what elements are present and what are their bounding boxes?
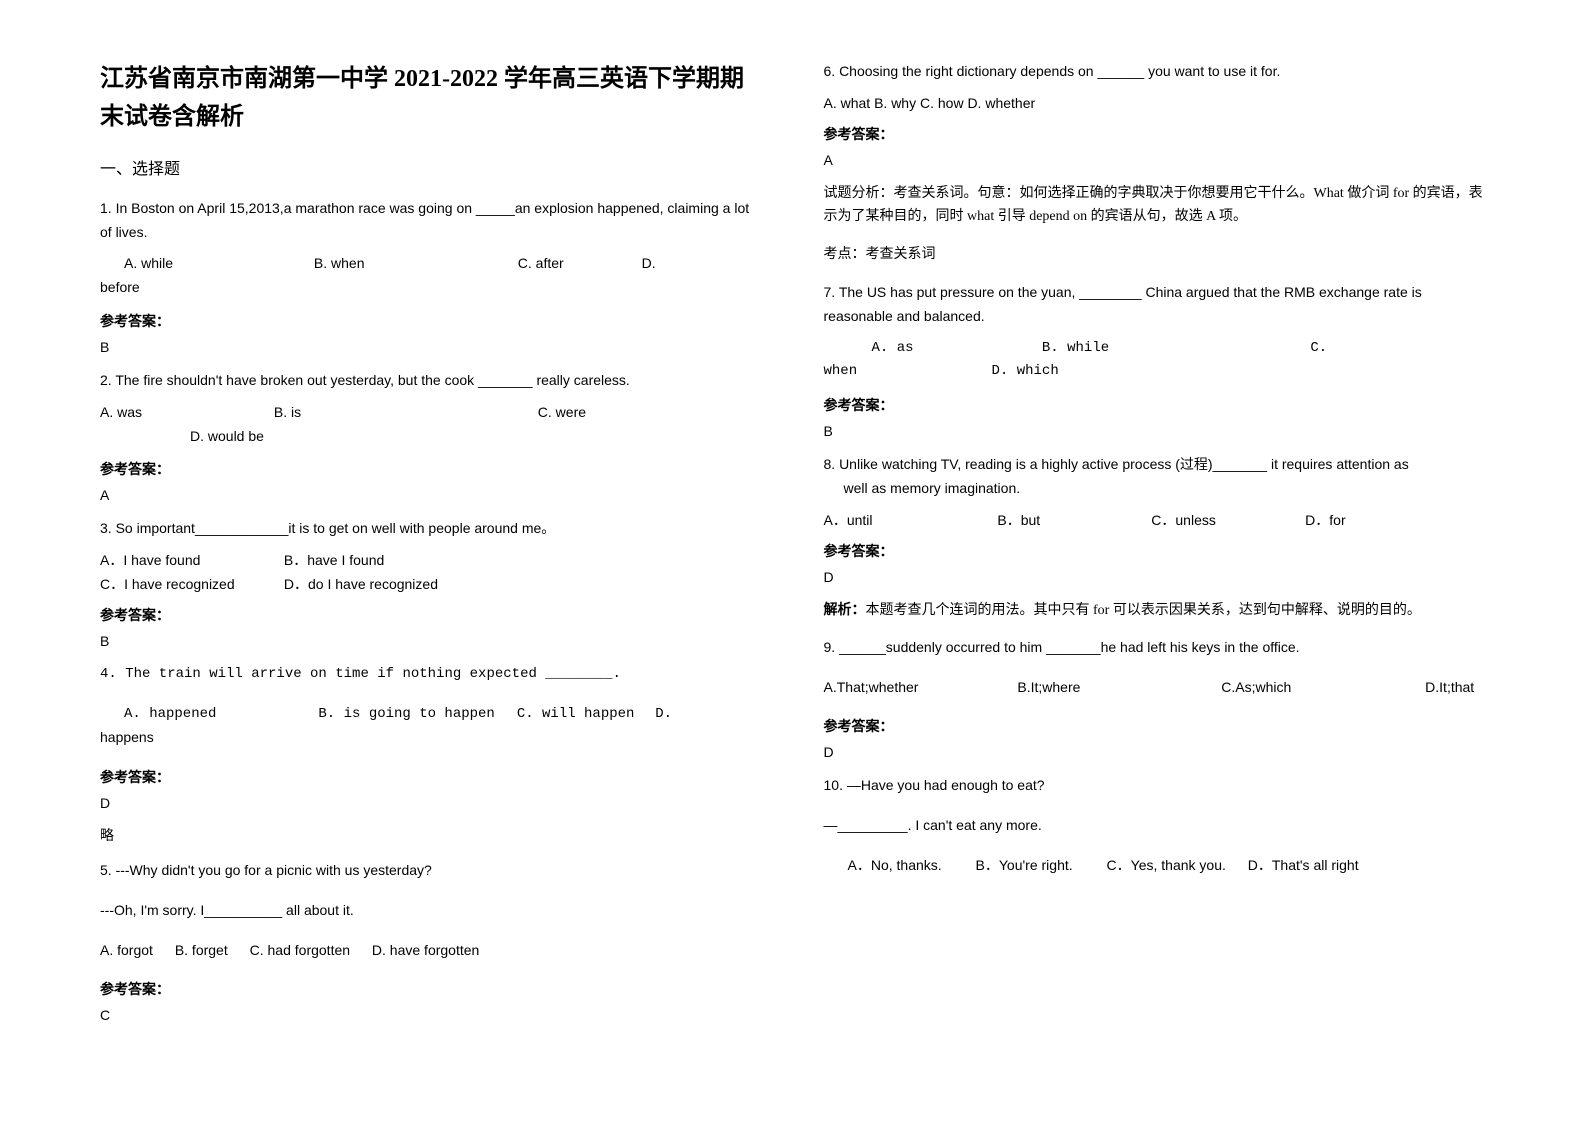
question-9-text: 9. ______suddenly occurred to him ______… (824, 636, 1488, 660)
q10-opt-b: B．You're right. (976, 854, 1103, 878)
q7-opt-c-marker: C. (1310, 340, 1327, 356)
q5-answer-label: 参考答案： (100, 979, 764, 999)
q9-opt-a: A.That;whether (824, 676, 1014, 700)
q6-point-label: 考点： (824, 247, 866, 262)
q4-opt-a: A. happened (100, 703, 310, 727)
q2-answer: A (100, 487, 764, 503)
q10-opt-a: A．No, thanks. (848, 854, 972, 878)
q8-analysis-label: 解析： (824, 603, 866, 618)
q3-opt-b: B．have I found (284, 549, 384, 573)
q9-answer: D (824, 744, 1488, 760)
q2-answer-label: 参考答案： (100, 459, 764, 479)
right-column: 6. Choosing the right dictionary depends… (824, 60, 1488, 1082)
q1-answer: B (100, 339, 764, 355)
q1-opt-d-marker: D. (642, 252, 656, 276)
question-3-options: A．I have found B．have I found C．I have r… (100, 549, 764, 597)
q5-opt-d: D. have forgotten (372, 939, 479, 963)
q7-opt-b: B. while (1042, 337, 1302, 361)
question-10-text2: —_________. I can't eat any more. (824, 814, 1488, 838)
q9-opt-d: D.It;that (1425, 676, 1474, 700)
q4-answer-label: 参考答案： (100, 767, 764, 787)
q8-answer: D (824, 569, 1488, 585)
q8-opt-c: C．unless (1151, 509, 1301, 533)
left-column: 江苏省南京市南湖第一中学 2021-2022 学年高三英语下学期期末试卷含解析 … (100, 60, 764, 1082)
q10-opt-c: C．Yes, thank you. (1107, 854, 1244, 878)
q2-opt-a: A. was (100, 401, 270, 425)
question-8-text: 8. Unlike watching TV, reading is a high… (824, 453, 1488, 501)
q8-analysis: 解析：本题考查几个连词的用法。其中只有 for 可以表示因果关系，达到句中解释、… (824, 599, 1488, 623)
q7-opt-cd: when D. which (824, 360, 1488, 384)
q2-opt-c: C. were (538, 401, 586, 425)
q5-answer: C (100, 1007, 764, 1023)
q8-text-line1: 8. Unlike watching TV, reading is a high… (824, 456, 1409, 472)
q5-opt-a: A. forgot (100, 939, 171, 963)
question-9-options: A.That;whether B.It;where C.As;which D.I… (824, 676, 1488, 700)
question-2-options: A. was B. is C. were D. would be (100, 401, 764, 452)
question-3-text: 3. So important____________it is to get … (100, 517, 764, 541)
question-10-options: A．No, thanks. B．You're right. C．Yes, tha… (824, 854, 1488, 878)
q10-opt-d: D．That's all right (1248, 854, 1359, 878)
q5-opt-c: C. had forgotten (250, 939, 368, 963)
q6-answer-label: 参考答案： (824, 124, 1488, 144)
q6-analysis: 试题分析：考查关系词。句意：如何选择正确的字典取决于你想要用它干什么。What … (824, 182, 1488, 230)
q6-point: 考点：考查关系词 (824, 243, 1488, 267)
q9-opt-c: C.As;which (1221, 676, 1421, 700)
q8-answer-label: 参考答案： (824, 541, 1488, 561)
q7-answer: B (824, 423, 1488, 439)
question-10-text1: 10. —Have you had enough to eat? (824, 774, 1488, 798)
question-5-options: A. forgot B. forget C. had forgotten D. … (100, 939, 764, 963)
question-4-options: A. happened B. is going to happen C. wil… (100, 703, 764, 754)
question-1-options: A. while B. when C. after D. before (100, 252, 764, 303)
q6-answer: A (824, 152, 1488, 168)
question-2-text: 2. The fire shouldn't have broken out ye… (100, 369, 764, 393)
q8-opt-d: D．for (1305, 509, 1345, 533)
q4-omit: 略 (100, 825, 764, 845)
section-header: 一、选择题 (100, 155, 764, 179)
q2-opt-d: D. would be (100, 425, 764, 449)
q1-opt-d-text: before (100, 276, 764, 300)
q1-opt-a: A. while (100, 252, 310, 276)
q4-answer: D (100, 795, 764, 811)
q6-point-text: 考查关系词 (866, 247, 936, 262)
q3-answer-label: 参考答案： (100, 605, 764, 625)
question-1-text: 1. In Boston on April 15,2013,a marathon… (100, 197, 764, 245)
q8-opt-b: B．but (997, 509, 1147, 533)
q1-answer-label: 参考答案： (100, 311, 764, 331)
q5-opt-b: B. forget (175, 939, 246, 963)
q3-opt-c: C．I have recognized (100, 573, 280, 597)
q2-opt-b: B. is (274, 401, 534, 425)
q4-opt-d-marker: D. (655, 706, 672, 722)
q4-opt-b: B. is going to happen (318, 703, 508, 727)
q8-opt-a: A．until (824, 509, 994, 533)
q1-opt-c: C. after (518, 252, 638, 276)
exam-title: 江苏省南京市南湖第一中学 2021-2022 学年高三英语下学期期末试卷含解析 (100, 60, 764, 137)
q6-analysis-label: 试题分析： (824, 186, 894, 201)
question-4-text: 4. The train will arrive on time if noth… (100, 663, 764, 687)
q9-opt-b: B.It;where (1017, 676, 1217, 700)
question-6-text: 6. Choosing the right dictionary depends… (824, 60, 1488, 84)
q7-opt-a: A. as (824, 337, 1034, 361)
question-7-options: A. as B. while C. when D. which (824, 337, 1488, 388)
q3-answer: B (100, 633, 764, 649)
q9-answer-label: 参考答案： (824, 716, 1488, 736)
question-8-options: A．until B．but C．unless D．for (824, 509, 1488, 533)
q3-opt-d: D．do I have recognized (284, 573, 438, 597)
q8-text-line2: well as memory imagination. (824, 480, 1021, 496)
q8-analysis-text: 本题考查几个连词的用法。其中只有 for 可以表示因果关系，达到句中解释、说明的… (866, 603, 1421, 618)
q4-opt-d-text: happens (100, 726, 764, 750)
q4-opt-c: C. will happen (517, 703, 647, 727)
q6-analysis-text: 考查关系词。句意：如何选择正确的字典取决于你想要用它干什么。What 做介词 f… (824, 186, 1483, 225)
question-6-options: A. what B. why C. how D. whether (824, 92, 1488, 116)
question-5-text2: ---Oh, I'm sorry. I__________ all about … (100, 899, 764, 923)
question-5-text1: 5. ---Why didn't you go for a picnic wit… (100, 859, 764, 883)
q7-answer-label: 参考答案： (824, 395, 1488, 415)
q1-opt-b: B. when (314, 252, 514, 276)
question-7-text: 7. The US has put pressure on the yuan, … (824, 281, 1488, 329)
q3-opt-a: A．I have found (100, 549, 280, 573)
